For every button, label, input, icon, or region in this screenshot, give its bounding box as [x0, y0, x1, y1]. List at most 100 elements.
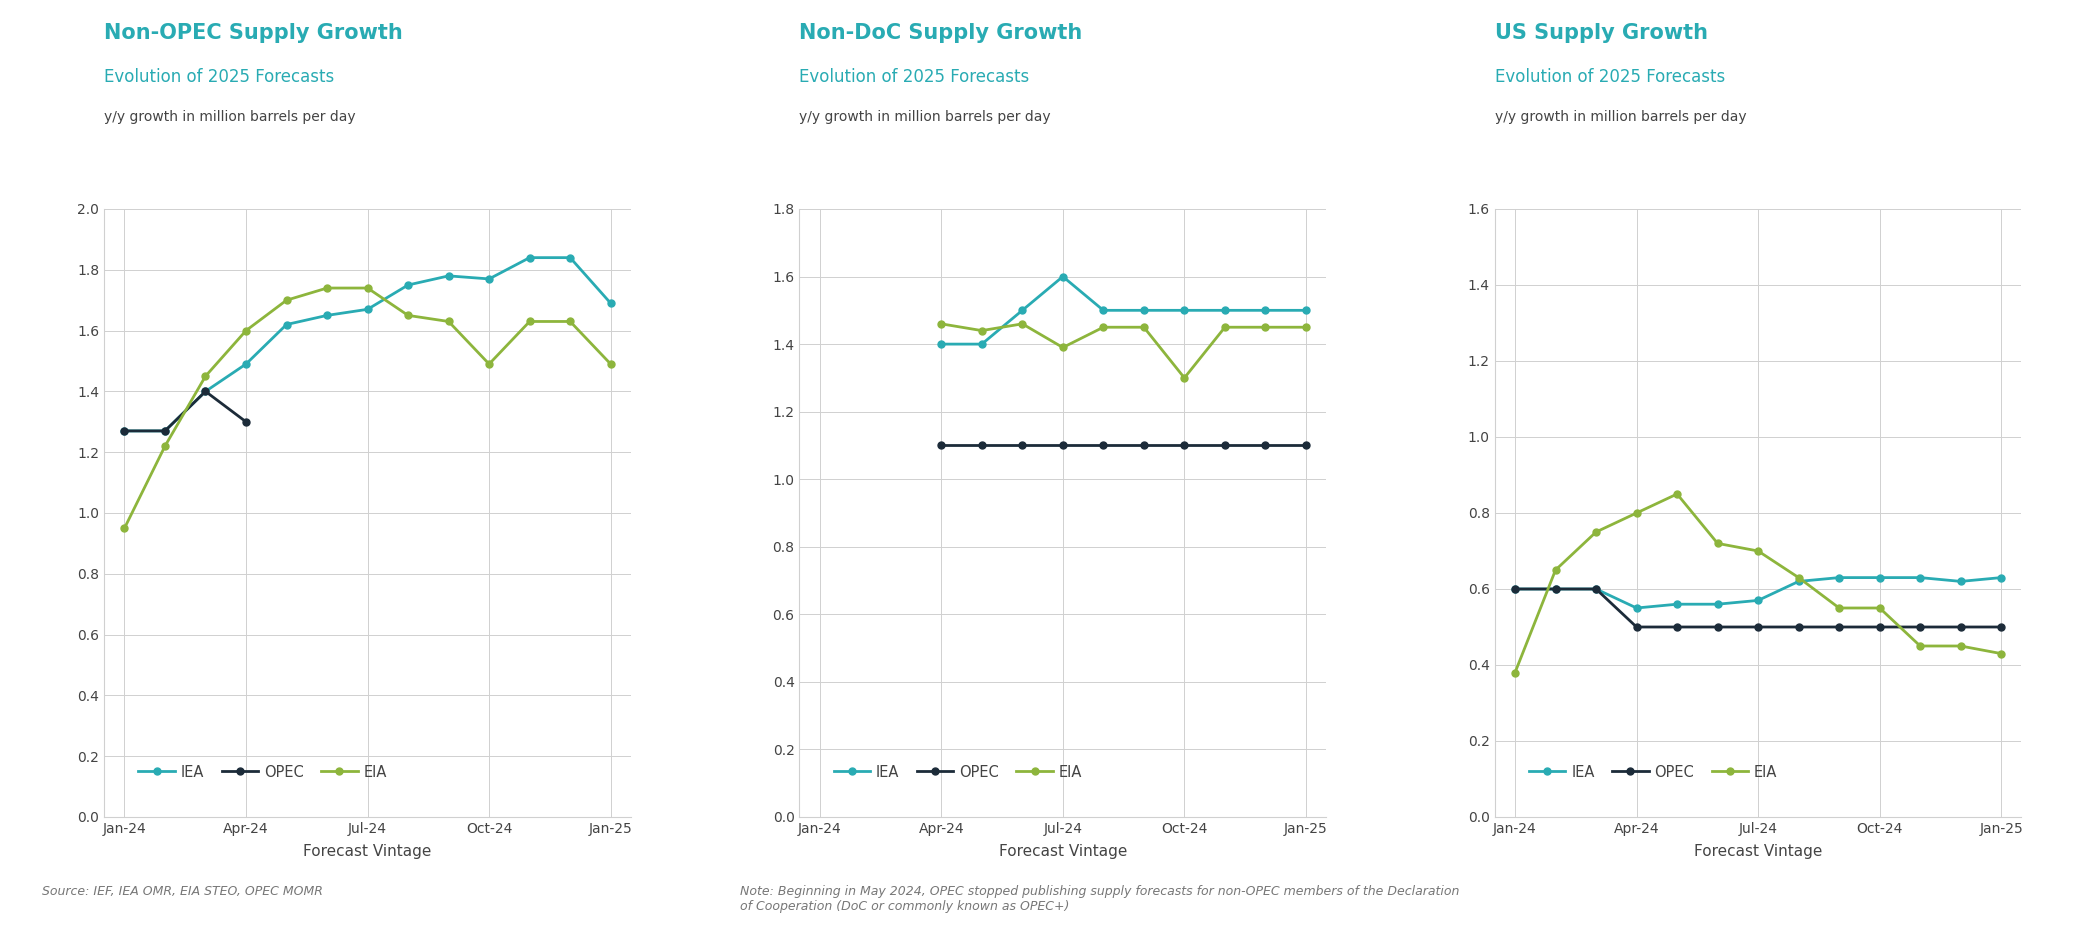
Text: y/y growth in million barrels per day: y/y growth in million barrels per day [1494, 109, 1746, 124]
Line: OPEC: OPEC [121, 388, 250, 434]
EIA [233, 325, 258, 336]
OPEC [233, 416, 258, 428]
Legend: IEA, OPEC, EIA: IEA, OPEC, EIA [1523, 759, 1784, 786]
OPEC [1503, 583, 1528, 595]
EIA [1623, 507, 1648, 519]
EIA [1542, 564, 1567, 576]
OPEC [969, 440, 994, 451]
OPEC [194, 386, 219, 397]
OPEC [1665, 621, 1690, 633]
X-axis label: Forecast Vintage: Forecast Vintage [304, 845, 431, 859]
OPEC [1171, 440, 1196, 451]
OPEC [929, 440, 954, 451]
EIA [1213, 321, 1238, 332]
X-axis label: Forecast Vintage: Forecast Vintage [1694, 845, 1821, 859]
EIA [1050, 342, 1075, 353]
IEA [1090, 305, 1115, 316]
IEA [315, 310, 340, 321]
EIA [1090, 321, 1115, 332]
EIA [559, 315, 584, 327]
IEA [1988, 572, 2013, 583]
IEA [1294, 305, 1319, 316]
EIA [273, 294, 298, 306]
EIA [315, 282, 340, 294]
IEA [969, 338, 994, 350]
IEA [559, 252, 584, 263]
IEA [1665, 598, 1690, 610]
IEA [396, 279, 421, 291]
IEA [1746, 595, 1771, 606]
IEA [1252, 305, 1277, 316]
IEA [1503, 583, 1528, 595]
EIA [354, 282, 379, 294]
Line: EIA: EIA [938, 320, 1309, 381]
OPEC [1867, 621, 1892, 633]
Line: IEA: IEA [121, 255, 615, 434]
IEA [233, 358, 258, 370]
EIA [1949, 640, 1974, 652]
IEA [194, 386, 219, 397]
EIA [1132, 321, 1157, 332]
Text: Non-DoC Supply Growth: Non-DoC Supply Growth [800, 23, 1084, 43]
EIA [929, 318, 954, 330]
IEA [1705, 598, 1730, 610]
IEA [477, 274, 502, 285]
Text: Evolution of 2025 Forecasts: Evolution of 2025 Forecasts [1494, 67, 1726, 86]
EIA [477, 358, 502, 370]
EIA [1171, 372, 1196, 384]
EIA [194, 370, 219, 382]
OPEC [1132, 440, 1157, 451]
IEA [113, 426, 138, 437]
IEA [1867, 572, 1892, 583]
OPEC [1705, 621, 1730, 633]
EIA [598, 358, 623, 370]
OPEC [1907, 621, 1932, 633]
Text: Non-OPEC Supply Growth: Non-OPEC Supply Growth [104, 23, 402, 43]
IEA [152, 426, 177, 437]
EIA [1705, 538, 1730, 549]
IEA [1949, 576, 1974, 587]
EIA [113, 522, 138, 534]
Text: Note: Beginning in May 2024, OPEC stopped publishing supply forecasts for non-OP: Note: Beginning in May 2024, OPEC stoppe… [740, 885, 1459, 913]
IEA [436, 270, 461, 281]
EIA [1011, 318, 1036, 330]
IEA [1623, 602, 1648, 614]
Text: y/y growth in million barrels per day: y/y growth in million barrels per day [800, 109, 1050, 124]
EIA [1786, 572, 1811, 583]
Line: IEA: IEA [938, 273, 1309, 348]
IEA [1011, 305, 1036, 316]
IEA [1213, 305, 1238, 316]
Text: y/y growth in million barrels per day: y/y growth in million barrels per day [104, 109, 356, 124]
IEA [929, 338, 954, 350]
EIA [1503, 667, 1528, 678]
OPEC [1213, 440, 1238, 451]
OPEC [1828, 621, 1853, 633]
IEA [1907, 572, 1932, 583]
OPEC [1294, 440, 1319, 451]
EIA [517, 315, 542, 327]
EIA [436, 315, 461, 327]
OPEC [1252, 440, 1277, 451]
Legend: IEA, OPEC, EIA: IEA, OPEC, EIA [133, 759, 392, 786]
Line: IEA: IEA [1511, 574, 2005, 612]
IEA [1786, 576, 1811, 587]
IEA [1171, 305, 1196, 316]
IEA [354, 304, 379, 315]
OPEC [1988, 621, 2013, 633]
OPEC [1542, 583, 1567, 595]
EIA [1584, 526, 1609, 538]
Line: OPEC: OPEC [1511, 585, 2005, 631]
OPEC [113, 426, 138, 437]
OPEC [1090, 440, 1115, 451]
EIA [1252, 321, 1277, 332]
OPEC [1786, 621, 1811, 633]
EIA [1828, 602, 1853, 614]
X-axis label: Forecast Vintage: Forecast Vintage [998, 845, 1127, 859]
EIA [1665, 488, 1690, 500]
EIA [1988, 648, 2013, 659]
IEA [517, 252, 542, 263]
EIA [1746, 545, 1771, 557]
IEA [1132, 305, 1157, 316]
IEA [1542, 583, 1567, 595]
OPEC [1011, 440, 1036, 451]
